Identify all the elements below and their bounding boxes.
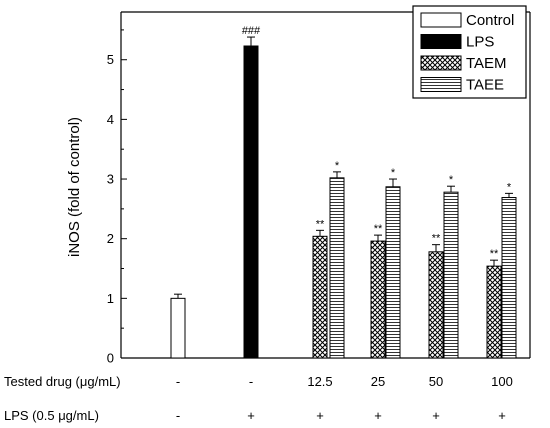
lps-status-label: + <box>498 408 506 423</box>
legend-label-control: Control <box>466 12 514 29</box>
drug-concentration-label: 50 <box>429 374 443 389</box>
significance-label: * <box>449 174 454 186</box>
bar-control <box>170 297 186 359</box>
drug-concentration-label: - <box>249 374 253 389</box>
y-tick-label: 1 <box>107 291 114 306</box>
tested-drug-row-label: Tested drug (μg/mL) <box>4 374 121 389</box>
drug-concentration-label: - <box>176 374 180 389</box>
significance-label: * <box>391 167 396 179</box>
significance-label: ### <box>242 25 261 37</box>
y-tick-label: 5 <box>107 52 114 67</box>
legend: Control LPS TAEM TAEE <box>412 5 527 99</box>
legend-swatch-control <box>420 12 462 28</box>
bar-taem <box>486 265 502 359</box>
lps-status-label: + <box>247 408 255 423</box>
bar-taem <box>370 240 386 359</box>
legend-label-taee: TAEE <box>466 77 504 94</box>
y-tick-label: 2 <box>107 231 114 246</box>
lps-row-label: LPS (0.5 μg/mL) <box>4 408 99 423</box>
y-tick-label: 0 <box>107 351 114 366</box>
legend-swatch-lps <box>420 34 462 49</box>
bar-lps <box>243 45 259 359</box>
significance-label: ** <box>374 223 383 235</box>
drug-concentration-label: 12.5 <box>307 374 332 389</box>
bar-taee <box>385 186 401 359</box>
bar-taem <box>312 235 328 359</box>
lps-status-label: + <box>374 408 382 423</box>
bar-taee <box>443 191 459 359</box>
significance-label: * <box>507 181 512 193</box>
significance-label: * <box>335 160 340 172</box>
lps-status-label: + <box>316 408 324 423</box>
lps-status-label: + <box>432 408 440 423</box>
legend-label-lps: LPS <box>466 34 494 51</box>
legend-swatch-taee <box>420 77 462 92</box>
bar-taee <box>329 177 345 359</box>
drug-concentration-label: 100 <box>491 374 513 389</box>
y-tick-label: 4 <box>107 112 114 127</box>
bar-taee <box>501 197 517 359</box>
drug-concentration-label: 25 <box>371 374 385 389</box>
significance-label: ** <box>316 218 325 230</box>
significance-label: ** <box>490 248 499 260</box>
y-tick-label: 3 <box>107 172 114 187</box>
bar-taem <box>428 251 444 359</box>
legend-swatch-taem <box>420 55 462 71</box>
legend-label-taem: TAEM <box>466 55 507 72</box>
significance-label: ** <box>432 233 441 245</box>
y-axis-title: iNOS (fold of control) <box>66 117 83 257</box>
lps-status-label: - <box>176 408 180 423</box>
